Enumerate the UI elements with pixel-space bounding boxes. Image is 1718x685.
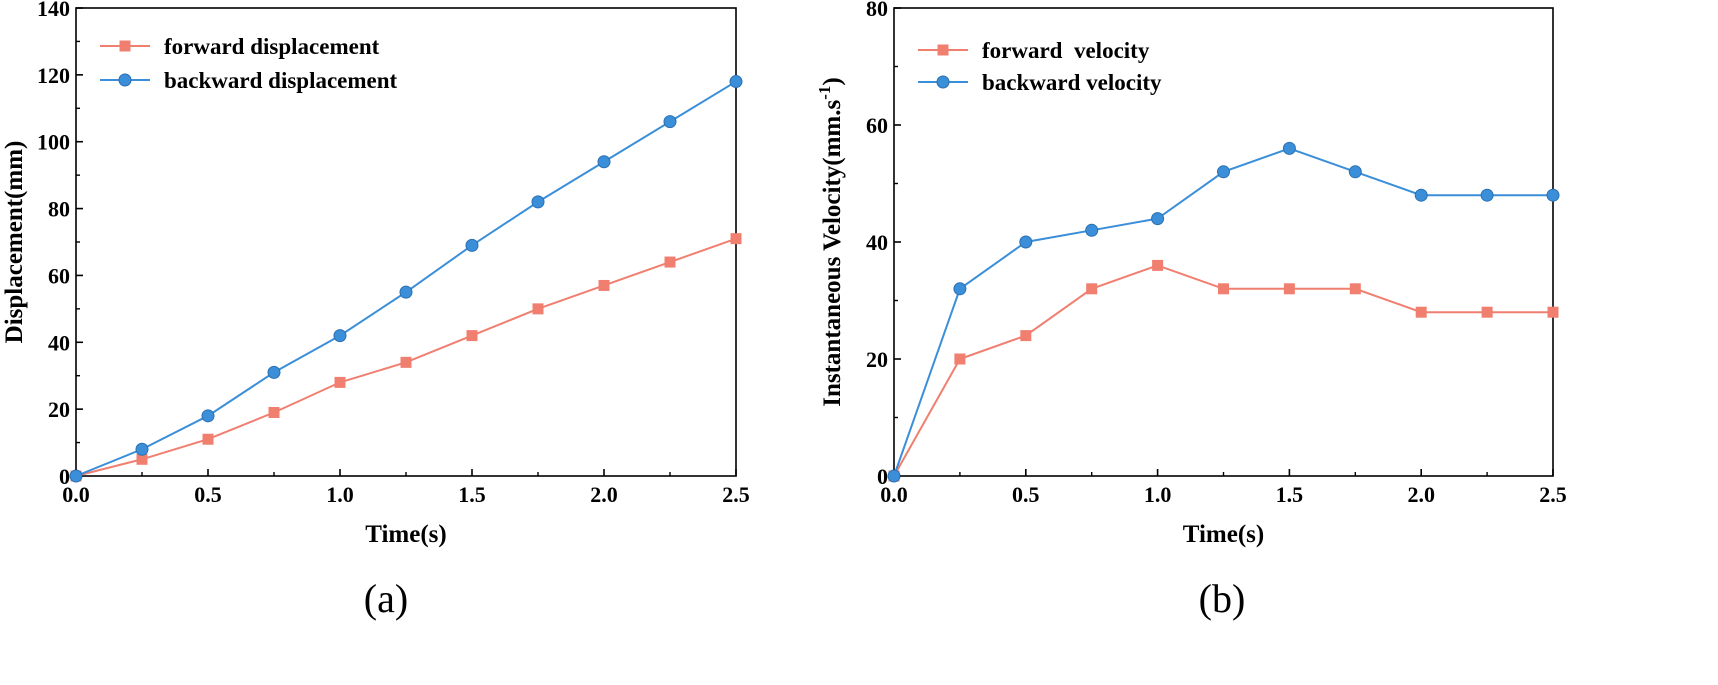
y-axis-title-suffix: ) xyxy=(819,77,846,85)
data-point-square xyxy=(466,330,478,342)
y-tick-label: 80 xyxy=(866,0,888,21)
data-point-circle xyxy=(1217,165,1230,179)
data-point-square xyxy=(598,279,610,291)
x-tick-label: 0.0 xyxy=(880,482,908,507)
data-point-circle xyxy=(1151,212,1165,226)
data-point-square xyxy=(1086,283,1098,295)
data-point-circle xyxy=(1019,235,1033,249)
data-point-square xyxy=(1547,306,1559,318)
y-tick-label: 60 xyxy=(48,263,70,288)
data-point-circle xyxy=(1546,188,1560,202)
data-point-square xyxy=(664,256,676,268)
x-axis-title: Time(s) xyxy=(1183,521,1264,548)
x-tick-label: 1.0 xyxy=(1144,482,1172,507)
data-point-square xyxy=(1283,283,1295,295)
data-point-square xyxy=(334,376,346,388)
data-point-circle xyxy=(1348,165,1362,179)
x-tick-label: 1.5 xyxy=(458,482,486,507)
x-tick-label: 2.5 xyxy=(722,482,750,507)
data-point-square xyxy=(1218,283,1229,295)
chart-velocity: 0.0 0.5 1.0 1.5 2.0 2.5 0 20 40 60 80 Time(s) Instan… xyxy=(815,0,1567,621)
y-tick-label: 100 xyxy=(37,130,70,155)
x-tick-label: 0.5 xyxy=(194,482,222,507)
y-tick-label: 40 xyxy=(866,230,888,255)
legend-marker-square xyxy=(119,40,131,52)
data-point-square xyxy=(1481,306,1493,318)
data-point-square xyxy=(268,406,280,418)
y-tick-label: 120 xyxy=(37,63,70,88)
data-point-square xyxy=(202,433,214,445)
legend-label: forward displacement xyxy=(164,34,380,59)
data-point-circle xyxy=(69,469,83,483)
x-tick-label: 1.5 xyxy=(1276,482,1304,507)
data-point-square xyxy=(532,303,544,315)
data-point-square xyxy=(1415,306,1427,318)
data-point-circle xyxy=(663,115,677,129)
data-point-circle xyxy=(597,155,611,169)
y-tick-label: 140 xyxy=(37,0,70,21)
x-tick-label: 0.0 xyxy=(62,482,90,507)
y-tick-label: 0 xyxy=(59,464,70,489)
data-point-square xyxy=(730,233,742,245)
series-line-0 xyxy=(893,264,1553,477)
x-tick-label: 1.0 xyxy=(326,482,354,507)
data-point-square xyxy=(1349,283,1361,295)
y-axis-title-text: Instantaneous Velocity(mm.s xyxy=(819,100,846,407)
data-point-square xyxy=(136,453,148,465)
x-tick-label: 0.5 xyxy=(1012,482,1040,507)
x-tick-label: 2.5 xyxy=(1539,482,1567,507)
legend-label: backward velocity xyxy=(982,70,1162,95)
legend-marker-square xyxy=(937,44,949,56)
y-axis-title: Displacement(mm) xyxy=(1,141,28,344)
data-point-circle xyxy=(399,285,413,299)
x-tick-label: 2.0 xyxy=(590,482,618,507)
data-point-circle xyxy=(1085,223,1099,237)
data-point-square xyxy=(1020,330,1032,342)
data-point-circle xyxy=(729,75,743,89)
data-point-circle xyxy=(333,329,347,343)
legend-marker-circle xyxy=(936,75,950,89)
y-tick-label: 60 xyxy=(866,113,888,138)
data-point-circle xyxy=(201,409,215,423)
legend-label: forward velocity xyxy=(982,38,1150,63)
panel-label: (b) xyxy=(1199,576,1246,621)
data-point-circle xyxy=(267,365,281,379)
x-axis-title: Time(s) xyxy=(365,521,446,548)
y-tick-label: 40 xyxy=(48,330,70,355)
y-axis-title-text: Displacement(mm) xyxy=(1,141,28,344)
y-tick-label: 20 xyxy=(48,397,70,422)
y-axis-title-superscript: -1 xyxy=(815,86,834,100)
data-point-circle xyxy=(1480,188,1494,202)
data-point-circle xyxy=(953,282,967,296)
data-point-circle xyxy=(1282,141,1296,155)
data-point-square xyxy=(1152,259,1164,271)
series-line-1 xyxy=(75,80,737,477)
y-axis-title: Instantaneous Velocity(mm.s-1) xyxy=(815,77,846,406)
y-tick-label: 0 xyxy=(877,464,888,489)
data-point-circle xyxy=(465,238,479,252)
data-point-circle xyxy=(135,442,149,456)
legend-label: backward displacement xyxy=(164,68,398,93)
legend-marker-circle xyxy=(118,73,132,87)
data-point-circle xyxy=(531,195,545,209)
panel-label: (a) xyxy=(364,576,408,621)
x-tick-label: 2.0 xyxy=(1407,482,1435,507)
data-point-square xyxy=(400,356,412,368)
data-point-circle xyxy=(887,469,901,483)
y-tick-label: 80 xyxy=(48,197,70,222)
data-point-circle xyxy=(1414,188,1428,202)
y-tick-label: 20 xyxy=(866,347,888,372)
chart-displacement: 0.0 0.5 1.0 1.5 2.0 2.5 0 20 40 60 80 100 120 140 Time… xyxy=(1,0,750,621)
data-point-square xyxy=(954,353,966,365)
